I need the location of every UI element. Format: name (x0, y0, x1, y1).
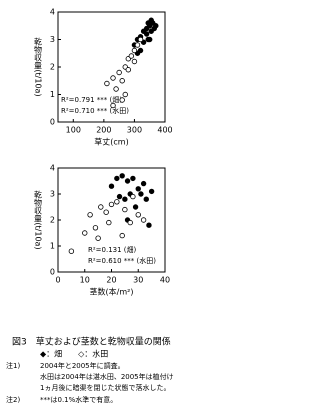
data-point (122, 206, 128, 213)
note: ***は0.1%水準で有意。 (40, 395, 117, 404)
data-point (68, 248, 75, 254)
data-point (132, 204, 139, 210)
data-point (138, 191, 144, 197)
y-tick-label: 3 (50, 35, 55, 44)
data-point (119, 232, 125, 239)
note: 1ヵ月後に暗渠を閉じた状態で落水した。 (40, 383, 170, 392)
y-axis-label: 乾物収量(t/10a) (34, 189, 43, 249)
y-tick-label: 4 (50, 8, 55, 17)
y-tick-label: 1 (50, 90, 55, 99)
x-tick-label: 300 (127, 126, 142, 135)
figure: 図3 草丈および茎数と乾物収量の関係 ◆：畑 ◇：水田 注1) 2004年と20… (6, 8, 174, 405)
data-point (135, 186, 141, 192)
data-point (131, 58, 138, 65)
annotation: R²=0.791 *** (畑) (61, 96, 122, 104)
data-point (104, 80, 110, 87)
y-tick-label: 4 (50, 164, 55, 173)
data-point (137, 36, 144, 43)
data-point (143, 31, 150, 37)
data-point (92, 225, 99, 231)
y-tick-label: 3 (50, 190, 55, 199)
data-point (116, 69, 122, 76)
data-point (110, 102, 116, 109)
data-point (140, 217, 147, 223)
data-point (82, 230, 88, 236)
y-axis-label: 乾物収量(t/10a) (34, 36, 43, 96)
x-tick-label: 0 (55, 276, 60, 285)
x-tick-label: 10 (80, 276, 90, 285)
data-point (114, 175, 120, 182)
annotation: R²=0.131 (畑) (88, 246, 137, 254)
x-tick-label: 20 (106, 276, 116, 285)
annotation: R²=0.710 *** (水田) (61, 106, 129, 115)
note-label: 注1) (6, 361, 20, 370)
data-point (131, 47, 138, 54)
data-point (148, 28, 154, 34)
data-point (108, 183, 115, 189)
x-tick-label: 400 (157, 126, 172, 135)
note: 2004年と2005年に調査。 (40, 361, 125, 370)
data-point (95, 235, 101, 241)
data-point (143, 196, 149, 202)
data-point (116, 193, 123, 200)
y-tick-label: 0 (50, 118, 55, 127)
data-point (122, 196, 128, 202)
data-point (110, 75, 116, 81)
x-tick-label: 30 (133, 276, 143, 285)
data-point (119, 78, 125, 84)
x-tick-label: 40 (160, 276, 170, 285)
data-point (148, 188, 155, 195)
data-point (127, 219, 133, 226)
data-point (130, 193, 136, 200)
data-point (124, 178, 131, 184)
data-point (122, 91, 128, 98)
data-point (135, 212, 141, 218)
data-point (108, 201, 115, 208)
data-point (119, 97, 125, 103)
data-point (134, 42, 141, 48)
data-point (106, 219, 112, 226)
data-point (130, 175, 136, 182)
note-label: 注2) (6, 395, 20, 404)
y-tick-label: 2 (50, 63, 55, 72)
data-point (98, 204, 104, 210)
note: 水田は2004年は湛水田、2005年は植付け (40, 372, 174, 381)
data-point (128, 53, 135, 59)
data-point (140, 180, 147, 187)
data-point (87, 212, 93, 218)
annotation: R²=0.610 *** (水田) (88, 256, 156, 265)
data-point (103, 209, 109, 215)
data-point (114, 199, 120, 205)
data-point (113, 86, 119, 92)
x-axis-label: 草丈(cm) (94, 137, 128, 147)
data-point (119, 173, 125, 179)
x-axis-label: 茎数(本/m²) (90, 287, 134, 297)
figure-title: 図3 草丈および茎数と乾物収量の関係 (12, 336, 171, 348)
y-tick-label: 1 (50, 242, 55, 251)
legend-text: ◆：畑 ◇：水田 (40, 349, 108, 359)
x-tick-label: 100 (66, 126, 81, 135)
data-point (125, 67, 132, 73)
data-point (145, 36, 151, 43)
y-tick-label: 0 (50, 268, 55, 277)
x-tick-label: 200 (96, 126, 111, 135)
data-point (153, 23, 159, 29)
y-tick-label: 2 (50, 216, 55, 225)
data-point (146, 222, 152, 228)
